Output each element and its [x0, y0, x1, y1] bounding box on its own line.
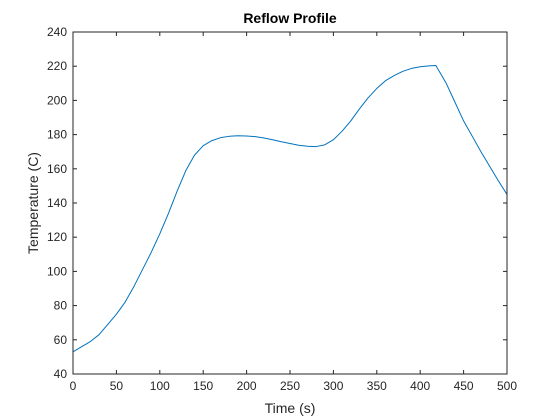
x-tick-label: 200: [237, 379, 257, 393]
y-tick-label: 100: [47, 264, 67, 278]
y-axis-label: Temperature (C): [25, 152, 41, 254]
y-tick-label: 120: [47, 230, 67, 244]
y-tick-label: 180: [47, 128, 67, 142]
y-tick-label: 160: [47, 162, 67, 176]
x-tick-label: 50: [110, 379, 124, 393]
temperature-line: [72, 65, 508, 353]
y-tick-label: 80: [54, 299, 68, 313]
y-tick-label: 40: [54, 367, 68, 381]
y-tick-label: 220: [47, 59, 67, 73]
x-tick-label: 350: [367, 379, 387, 393]
y-tick-label: 60: [54, 333, 68, 347]
x-tick-label: 0: [70, 379, 77, 393]
plot-area: [73, 32, 507, 374]
x-tick-label: 300: [323, 379, 343, 393]
y-tick-label: 140: [47, 196, 67, 210]
x-tick-label: 250: [280, 379, 300, 393]
x-tick-label: 400: [410, 379, 430, 393]
y-tick-label: 200: [47, 93, 67, 107]
chart-title: Reflow Profile: [243, 10, 337, 26]
x-axis-label: Time (s): [265, 400, 316, 416]
x-tick-label: 500: [497, 379, 517, 393]
axes-box: [72, 31, 508, 375]
x-tick-label: 450: [454, 379, 474, 393]
x-tick-label: 100: [150, 379, 170, 393]
y-tick-label: 240: [47, 25, 67, 39]
x-tick-label: 150: [193, 379, 213, 393]
tick-labels: 0 50 100 150 200 250 300 350 400 450 500 40 60 80 100 1…: [47, 25, 517, 393]
